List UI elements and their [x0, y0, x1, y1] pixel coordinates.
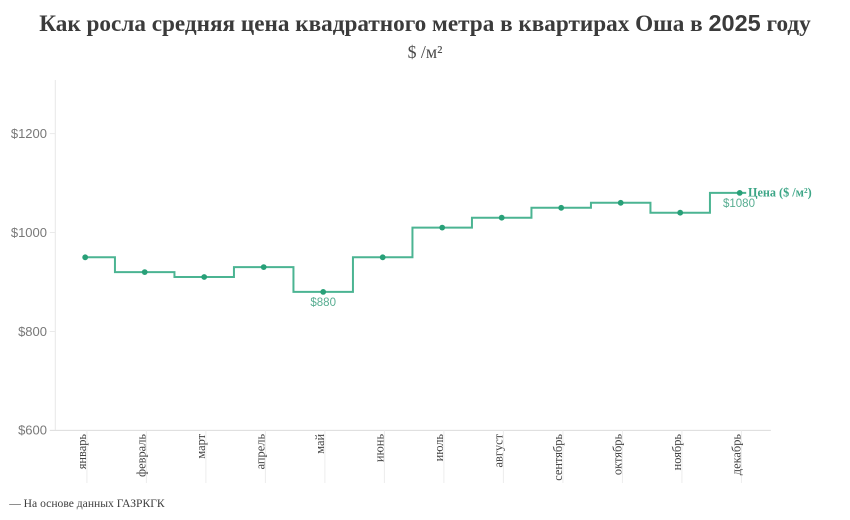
- svg-text:$ /м²: $ /м²: [408, 42, 443, 62]
- svg-text:октябрь: октябрь: [611, 434, 625, 476]
- svg-text:$1000: $1000: [11, 225, 47, 240]
- svg-text:май: май: [313, 434, 327, 454]
- svg-text:январь: январь: [75, 434, 89, 470]
- svg-text:$1080: $1080: [723, 198, 755, 210]
- svg-text:август: август: [492, 433, 506, 467]
- svg-text:сентябрь: сентябрь: [551, 434, 565, 481]
- svg-text:июль: июль: [432, 434, 446, 462]
- svg-text:Как росла средняя цена квадрат: Как росла средняя цена квадратного метра…: [39, 10, 811, 37]
- svg-text:июнь: июнь: [373, 434, 387, 463]
- svg-text:— На основе данных ГАЗРКГК: — На основе данных ГАЗРКГК: [8, 497, 165, 510]
- svg-text:$1200: $1200: [11, 126, 47, 141]
- svg-text:март: март: [194, 433, 208, 458]
- svg-text:февраль: февраль: [135, 434, 149, 477]
- svg-text:декабрь: декабрь: [730, 434, 744, 476]
- svg-text:$600: $600: [18, 423, 47, 438]
- svg-text:$880: $880: [310, 297, 336, 309]
- svg-text:ноябрь: ноябрь: [670, 434, 684, 471]
- svg-text:$800: $800: [18, 324, 47, 339]
- svg-text:апрель: апрель: [254, 434, 268, 470]
- svg-text:Цена ($ /м²): Цена ($ /м²): [748, 186, 812, 200]
